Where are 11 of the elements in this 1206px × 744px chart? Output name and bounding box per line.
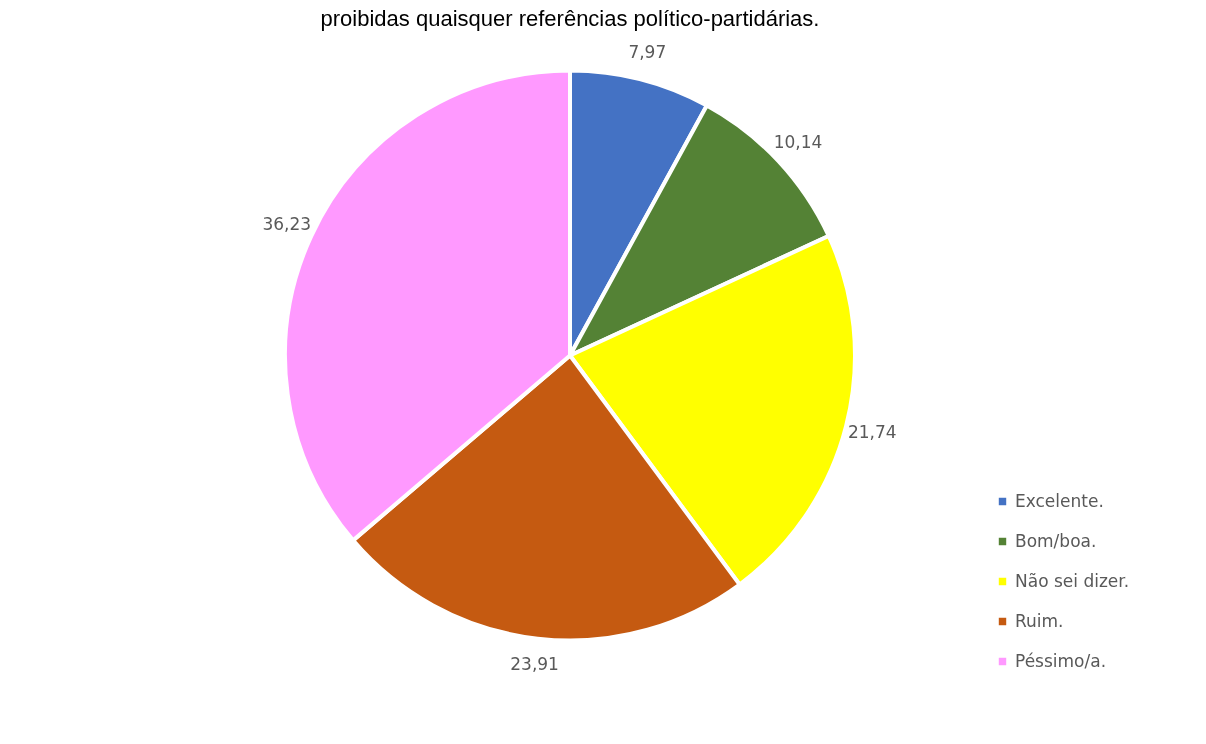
- legend-label: Bom/boa.: [1015, 530, 1097, 551]
- data-label: 7,97: [628, 42, 667, 63]
- data-label: 36,23: [262, 213, 312, 234]
- data-label: 23,91: [510, 654, 559, 675]
- data-label: 10,14: [773, 131, 823, 152]
- chart-title: proibidas quaisquer referências político-partidárias.: [320, 6, 820, 31]
- legend-label: Excelente.: [1015, 490, 1104, 511]
- legend-label: Ruim.: [1015, 610, 1064, 631]
- data-label: 21,74: [847, 421, 897, 442]
- legend-label: Não sei dizer.: [1015, 570, 1130, 591]
- legend-label: Péssimo/a.: [1015, 650, 1107, 671]
